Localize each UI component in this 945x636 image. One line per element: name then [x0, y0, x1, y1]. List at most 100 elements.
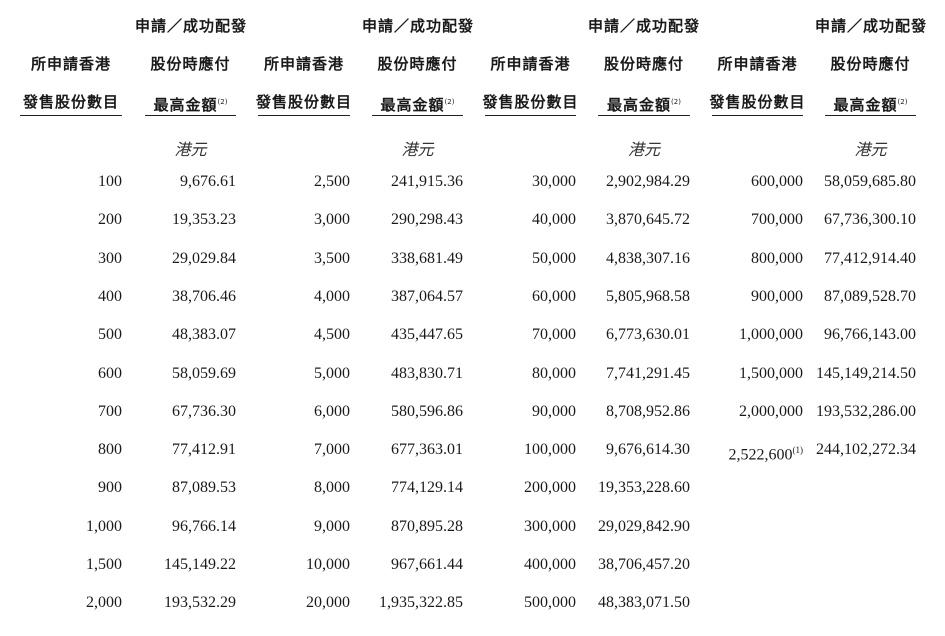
shares-cell: 6,000 [314, 402, 350, 420]
shares-cell: 1,500,000 [739, 364, 803, 382]
shares-header-line1: 所申請香港 [30, 55, 111, 73]
amount-header-line2: 股份時應付 [377, 55, 458, 73]
amount-header-line3: 最高金額(2) [153, 96, 228, 114]
shares-cell: 1,000 [86, 517, 122, 535]
shares-cell: 1,500 [86, 556, 122, 573]
shares-cell: 500,000 [524, 594, 576, 612]
footnote-ref: (1) [792, 445, 804, 456]
amount-cell: 67,736,300.10 [824, 211, 916, 229]
shares-cell: 40,000 [532, 211, 576, 229]
amount-cell: 58,059.69 [172, 364, 236, 382]
shares-cell: 300,000 [524, 517, 576, 535]
currency-label: 港元 [627, 140, 660, 159]
header-rule [712, 115, 803, 116]
shares-cell: 7,000 [314, 441, 350, 459]
amount-cell: 87,089,528.70 [824, 287, 916, 305]
amount-cell: 6,773,630.01 [606, 326, 690, 344]
shares-header-line1: 所申請香港 [263, 55, 344, 73]
shares-cell: 300 [98, 249, 122, 267]
amount-header-line1: 申請／成功配發 [588, 17, 701, 35]
amount-cell: 87,089.53 [172, 479, 236, 497]
amount-cell: 338,681.49 [391, 249, 463, 267]
header-rule [145, 115, 236, 116]
shares-cell: 900 [98, 479, 122, 497]
amount-cell: 580,596.86 [391, 402, 463, 420]
amount-cell: 967,661.44 [391, 556, 463, 573]
header-rule [598, 115, 690, 116]
shares-cell: 2,500 [314, 173, 350, 190]
amount-cell: 244,102,272.34 [816, 441, 916, 459]
amount-cell: 96,766.14 [172, 517, 236, 535]
amount-cell: 48,383,071.50 [598, 594, 690, 612]
header-rule [258, 115, 350, 116]
shares-cell: 20,000 [306, 594, 350, 612]
amount-cell: 9,676,614.30 [606, 441, 690, 459]
amount-header-line2: 股份時應付 [830, 55, 911, 73]
shares-header-line1: 所申請香港 [717, 55, 798, 73]
shares-cell: 70,000 [532, 326, 576, 344]
header-rule [825, 115, 916, 116]
shares-cell: 80,000 [532, 364, 576, 382]
amount-cell: 774,129.14 [391, 479, 463, 497]
shares-cell: 50,000 [532, 249, 576, 267]
amount-header-line2: 股份時應付 [603, 55, 684, 73]
shares-cell: 400 [98, 287, 122, 305]
amount-cell: 77,412,914.40 [824, 249, 916, 267]
shares-cell: 8,000 [314, 479, 350, 497]
shares-cell: 700 [98, 402, 122, 420]
amount-header-line3: 最高金額(2) [833, 96, 908, 114]
amount-cell: 4,838,307.16 [606, 249, 690, 267]
amount-cell: 435,447.65 [391, 326, 463, 344]
amount-cell: 241,915.36 [391, 173, 463, 190]
header-rule [485, 115, 576, 116]
amount-cell: 5,805,968.58 [606, 287, 690, 305]
shares-cell: 1,000,000 [739, 326, 803, 344]
amount-cell: 677,363.01 [391, 441, 463, 459]
amount-cell: 2,902,984.29 [606, 173, 690, 190]
amount-header-line3: 最高金額(2) [380, 96, 455, 114]
amount-cell: 387,064.57 [391, 287, 463, 305]
currency-label: 港元 [854, 140, 887, 159]
amount-header-line1: 申請／成功配發 [135, 17, 248, 35]
amount-cell: 48,383.07 [172, 326, 236, 344]
shares-cell: 2,000,000 [739, 402, 803, 420]
shares-cell: 600 [98, 364, 122, 382]
currency-label: 港元 [401, 140, 434, 159]
currency-label: 港元 [174, 140, 207, 159]
amount-cell: 77,412.91 [172, 441, 236, 459]
shares-cell: 9,000 [314, 517, 350, 535]
shares-cell: 4,500 [314, 326, 350, 344]
shares-cell: 800 [98, 441, 122, 459]
shares-header-line2: 發售股份數目 [255, 93, 352, 111]
shares-cell: 5,000 [314, 364, 350, 382]
amount-cell: 7,741,291.45 [606, 364, 690, 382]
shares-cell: 90,000 [532, 402, 576, 420]
shares-cell: 3,500 [314, 249, 350, 267]
shares-cell: 800,000 [751, 249, 803, 267]
shares-cell: 4,000 [314, 287, 350, 305]
amount-cell: 290,298.43 [391, 211, 463, 229]
amount-cell: 193,532.29 [164, 594, 236, 612]
footnote-ref: (2) [671, 98, 681, 106]
amount-cell: 483,830.71 [391, 364, 463, 382]
amount-header-line3: 最高金額(2) [607, 96, 681, 114]
shares-cell: 700,000 [751, 211, 803, 229]
shares-cell: 3,000 [314, 211, 350, 229]
shares-cell: 2,522,600(1) [728, 445, 804, 464]
shares-cell: 2,000 [86, 594, 122, 612]
shares-cell: 10,000 [306, 556, 350, 573]
footnote-ref: (2) [897, 98, 908, 106]
amount-cell: 96,766,143.00 [824, 326, 916, 344]
shares-cell: 200,000 [524, 479, 576, 497]
amount-cell: 58,059,685.80 [824, 173, 916, 190]
shares-header-line1: 所申請香港 [490, 55, 571, 73]
amount-cell: 145,149,214.50 [816, 364, 916, 382]
shares-cell: 200 [98, 211, 122, 229]
footnote-ref: (2) [444, 98, 455, 106]
amount-cell: 19,353.23 [172, 211, 236, 229]
amount-cell: 1,935,322.85 [379, 594, 463, 612]
shares-header-line2: 發售股份數目 [709, 93, 806, 111]
shares-cell: 30,000 [532, 173, 576, 190]
amount-cell: 38,706.46 [172, 287, 236, 305]
shares-cell: 100,000 [524, 441, 576, 459]
